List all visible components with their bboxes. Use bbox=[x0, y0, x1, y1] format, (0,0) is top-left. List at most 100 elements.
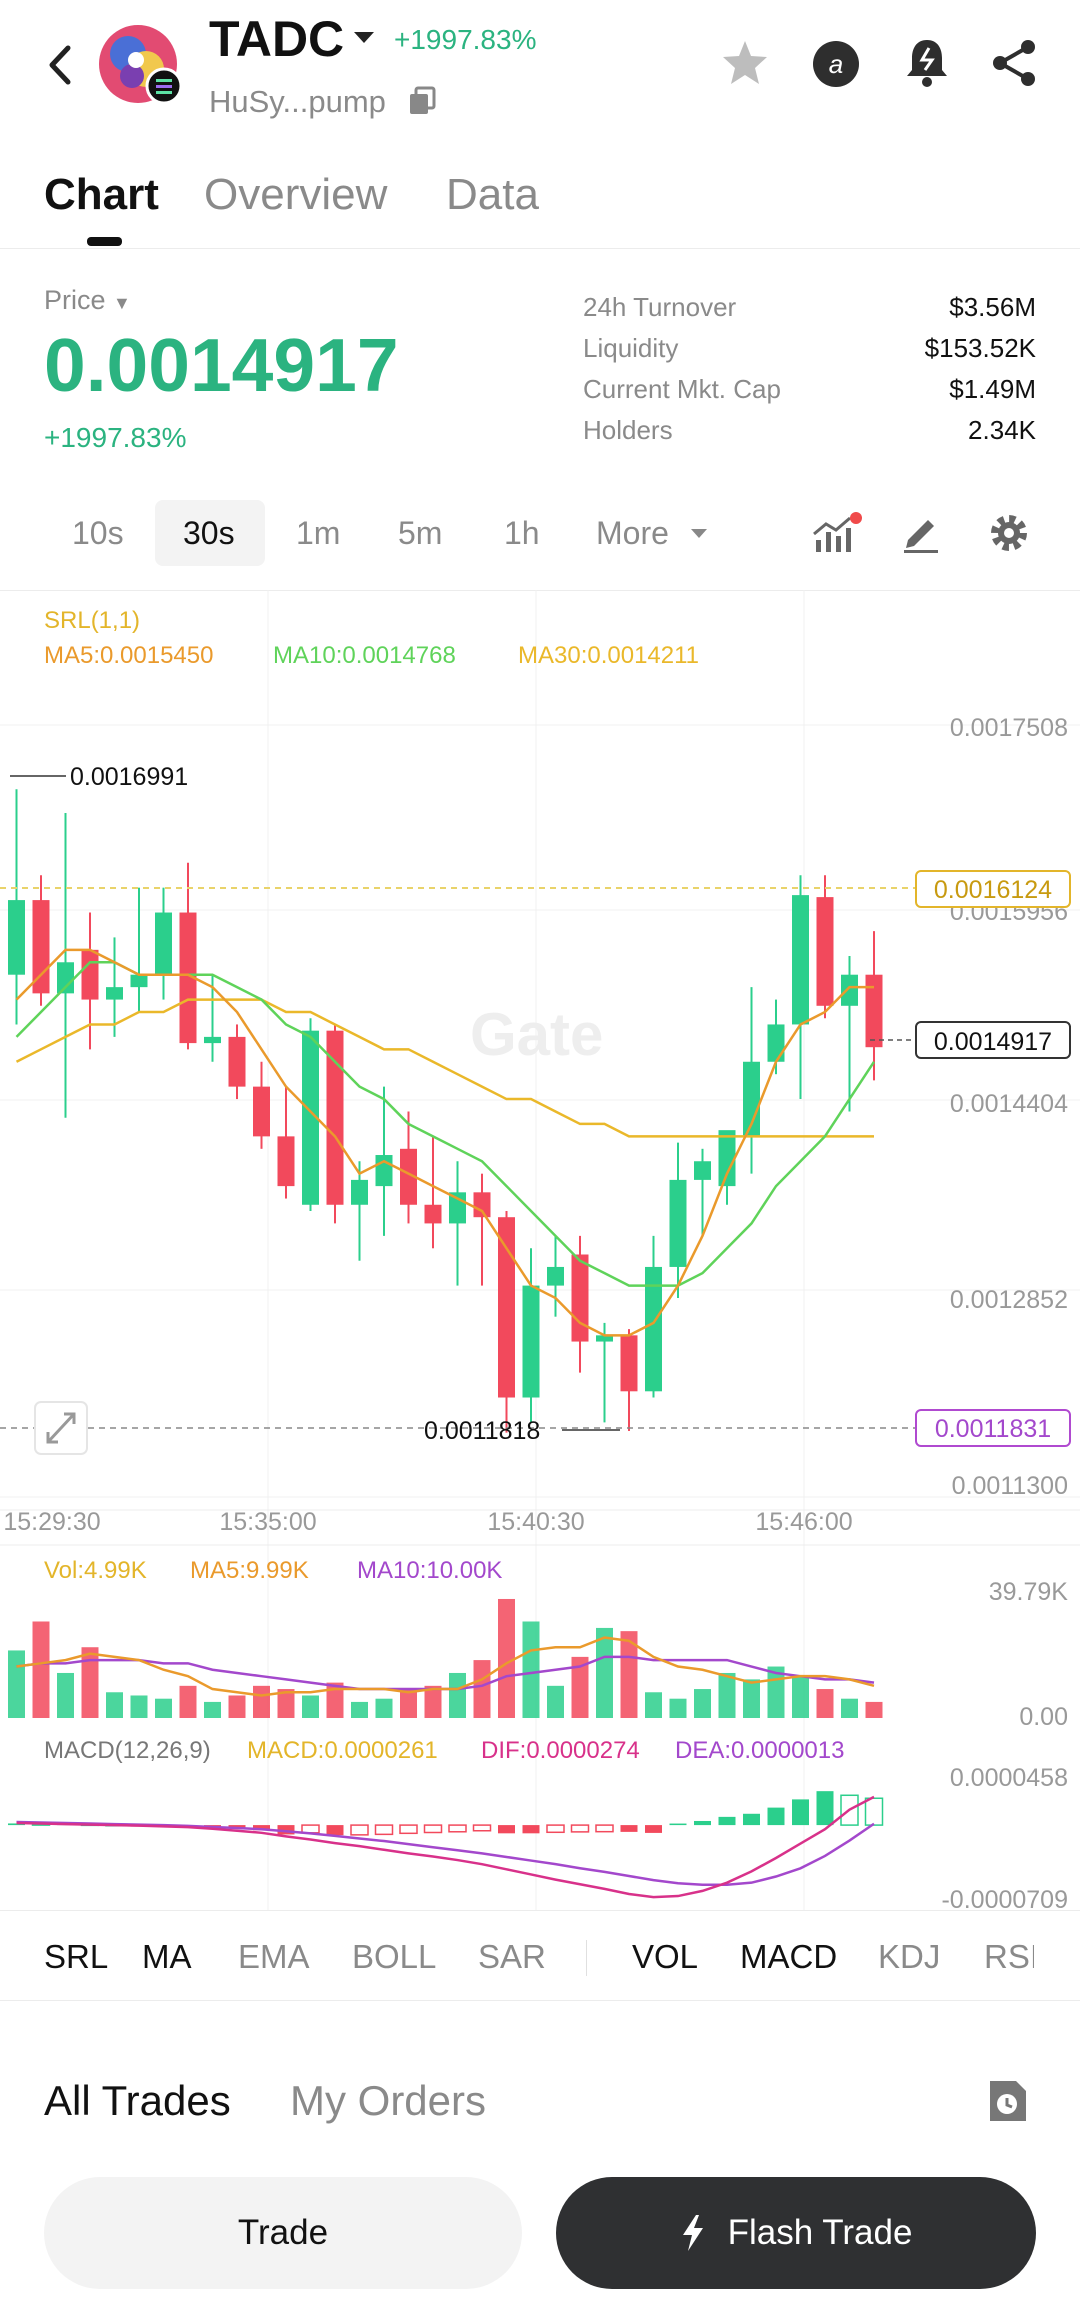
flash-trade-button[interactable]: Flash Trade bbox=[556, 2177, 1036, 2289]
copy-icon[interactable] bbox=[408, 86, 436, 121]
candle-body bbox=[8, 900, 25, 975]
volume-bar bbox=[106, 1692, 123, 1718]
candle-body bbox=[547, 1266, 564, 1286]
candle-body bbox=[473, 1192, 491, 1218]
candle-body bbox=[694, 1161, 711, 1180]
ma10-legend: MA10:0.0014768 bbox=[273, 642, 456, 669]
candle-body bbox=[326, 1030, 344, 1205]
indicator-ma[interactable]: MA bbox=[142, 1938, 192, 1975]
tab-data[interactable]: Data bbox=[446, 170, 539, 219]
volume-bar bbox=[620, 1631, 638, 1718]
candle-body bbox=[865, 974, 883, 1048]
back-icon[interactable] bbox=[42, 40, 82, 90]
volume-bar bbox=[155, 1698, 172, 1718]
tab-my-orders[interactable]: My Orders bbox=[290, 2077, 487, 2124]
indicator-kdj[interactable]: KDJ bbox=[878, 1938, 941, 1975]
stat-label-turnover: 24h Turnover bbox=[583, 292, 737, 322]
star-icon[interactable] bbox=[720, 38, 770, 93]
volume-bar bbox=[547, 1685, 564, 1718]
chevron-down-icon[interactable] bbox=[352, 30, 376, 51]
interval-more[interactable]: More bbox=[596, 515, 669, 551]
vol-ma10-legend: MA10:10.00K bbox=[357, 1557, 502, 1584]
macd-bar bbox=[522, 1825, 540, 1834]
volume-bar bbox=[179, 1685, 197, 1718]
indicator-ema[interactable]: EMA bbox=[238, 1938, 310, 1975]
macd-axis-bottom: -0.0000709 bbox=[941, 1886, 1068, 1910]
volume-bar bbox=[498, 1598, 515, 1718]
candle-body bbox=[522, 1285, 540, 1398]
candlestick-chart[interactable]: Gate SRL(1,1) MA5:0.0015450 MA10:0.00147… bbox=[0, 590, 1080, 1910]
price-axis-tick: 0.0017508 bbox=[950, 714, 1068, 742]
srl-tag-text: 0.0016124 bbox=[934, 876, 1052, 904]
volume-bar bbox=[8, 1650, 25, 1718]
draw-icon[interactable] bbox=[900, 512, 942, 559]
interval-5m[interactable]: 5m bbox=[398, 515, 443, 551]
share-icon[interactable] bbox=[990, 38, 1040, 93]
token-symbol[interactable]: TADC bbox=[209, 11, 345, 67]
volume-bar bbox=[375, 1698, 393, 1718]
macd-bar bbox=[570, 1824, 590, 1833]
ma5-legend: MA5:0.0015450 bbox=[44, 642, 213, 669]
ma-lines-layer bbox=[15, 948, 876, 1337]
chart-watermark: Gate bbox=[470, 1001, 603, 1068]
trade-button[interactable]: Trade bbox=[44, 2177, 522, 2289]
candle-body bbox=[792, 895, 809, 1025]
indicator-icon[interactable] bbox=[812, 510, 862, 561]
candle-body bbox=[841, 974, 858, 1006]
token-address: HuSy...pump bbox=[209, 84, 386, 119]
volume-bar bbox=[81, 1647, 99, 1718]
current-price: 0.0014917 bbox=[44, 323, 399, 407]
volume-bar bbox=[57, 1672, 74, 1718]
candle-body bbox=[302, 1030, 319, 1205]
bell-icon[interactable] bbox=[902, 36, 952, 95]
vol-axis-bottom: 0.00 bbox=[1019, 1703, 1068, 1731]
candle-body bbox=[179, 912, 197, 1044]
interval-highlight bbox=[155, 500, 265, 566]
interval-1h[interactable]: 1h bbox=[504, 515, 540, 551]
stat-label-mktcap: Current Mkt. Cap bbox=[583, 374, 781, 404]
tab-chart[interactable]: Chart bbox=[44, 170, 159, 219]
candle-body bbox=[400, 1148, 417, 1205]
dif-line bbox=[16, 1795, 875, 1899]
indicator-srl[interactable]: SRL bbox=[44, 1938, 109, 1975]
indicator-rsi[interactable]: RSI bbox=[984, 1938, 1034, 1975]
volume-bar bbox=[816, 1689, 834, 1718]
macd-axis-top: 0.0000458 bbox=[950, 1764, 1068, 1792]
price-axis-tick: 0.0011300 bbox=[952, 1472, 1068, 1500]
indicator-boll[interactable]: BOLL bbox=[352, 1938, 437, 1975]
expand-icon[interactable] bbox=[34, 1401, 88, 1455]
alpha-icon[interactable]: a bbox=[812, 40, 860, 93]
interval-1m[interactable]: 1m bbox=[296, 515, 341, 551]
macd-bar bbox=[472, 1824, 492, 1832]
vol-ma5-legend: MA5:9.99K bbox=[190, 1557, 309, 1584]
candle-body bbox=[571, 1254, 589, 1342]
macd-bar bbox=[792, 1799, 809, 1826]
volume-bar bbox=[645, 1692, 662, 1718]
candle-body bbox=[718, 1130, 736, 1187]
history-icon[interactable] bbox=[986, 2079, 1028, 2128]
candle-body bbox=[669, 1179, 687, 1267]
macd-bar bbox=[448, 1824, 467, 1833]
trade-button-label: Trade bbox=[237, 2213, 329, 2252]
price-axis-tick: 0.0014404 bbox=[950, 1090, 1068, 1118]
tab-underline bbox=[87, 237, 122, 246]
volume-bar bbox=[228, 1695, 246, 1718]
indicator-vol[interactable]: VOL bbox=[632, 1938, 699, 1975]
indicator-sar[interactable]: SAR bbox=[478, 1938, 546, 1975]
macd-bar bbox=[595, 1824, 614, 1833]
stat-value-mktcap: $1.49M bbox=[949, 374, 1036, 404]
time-axis-tick: 15:40:30 bbox=[487, 1508, 584, 1536]
volume-bar bbox=[302, 1695, 319, 1718]
interval-30s[interactable]: 30s bbox=[183, 515, 235, 551]
indicator-macd[interactable]: MACD bbox=[740, 1938, 838, 1975]
tab-all-trades[interactable]: All Trades bbox=[44, 2077, 231, 2124]
candles-layer bbox=[8, 789, 883, 1433]
tab-overview[interactable]: Overview bbox=[204, 170, 388, 219]
interval-10s[interactable]: 10s bbox=[72, 515, 124, 551]
candle-body bbox=[351, 1179, 368, 1205]
volume-bar bbox=[32, 1621, 50, 1718]
lightning-icon bbox=[682, 2215, 703, 2251]
settings-icon[interactable] bbox=[988, 512, 1030, 559]
price-label[interactable]: Price ▼ bbox=[44, 285, 131, 316]
vol-axis-top: 39.79K bbox=[989, 1578, 1069, 1606]
